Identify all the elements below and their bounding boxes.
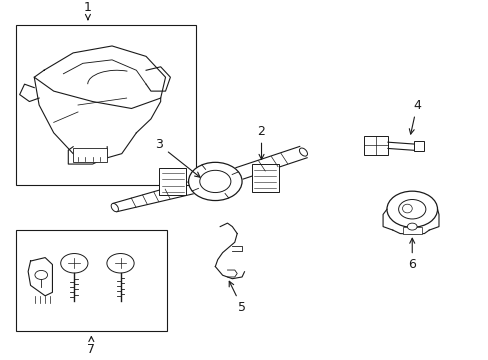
Text: 3: 3 bbox=[155, 139, 200, 177]
Bar bbox=[363, 136, 387, 156]
Bar bbox=[16, 25, 196, 185]
Circle shape bbox=[200, 170, 230, 193]
Text: 4: 4 bbox=[408, 99, 420, 134]
Text: 6: 6 bbox=[407, 238, 415, 271]
Text: 5: 5 bbox=[229, 281, 245, 314]
Ellipse shape bbox=[299, 148, 307, 156]
Bar bbox=[159, 167, 186, 195]
Circle shape bbox=[107, 253, 134, 273]
Bar bbox=[16, 230, 166, 331]
Bar bbox=[73, 148, 107, 162]
Circle shape bbox=[188, 162, 242, 201]
Ellipse shape bbox=[111, 203, 118, 212]
Bar bbox=[251, 164, 278, 192]
Circle shape bbox=[61, 253, 88, 273]
Circle shape bbox=[398, 199, 425, 219]
Circle shape bbox=[407, 223, 416, 230]
Ellipse shape bbox=[402, 204, 411, 213]
Text: 2: 2 bbox=[257, 125, 265, 159]
Bar bbox=[402, 227, 421, 234]
Bar bbox=[413, 141, 424, 151]
Text: 7: 7 bbox=[87, 337, 95, 356]
Circle shape bbox=[386, 191, 437, 227]
Text: 1: 1 bbox=[84, 1, 92, 19]
Circle shape bbox=[35, 270, 47, 279]
